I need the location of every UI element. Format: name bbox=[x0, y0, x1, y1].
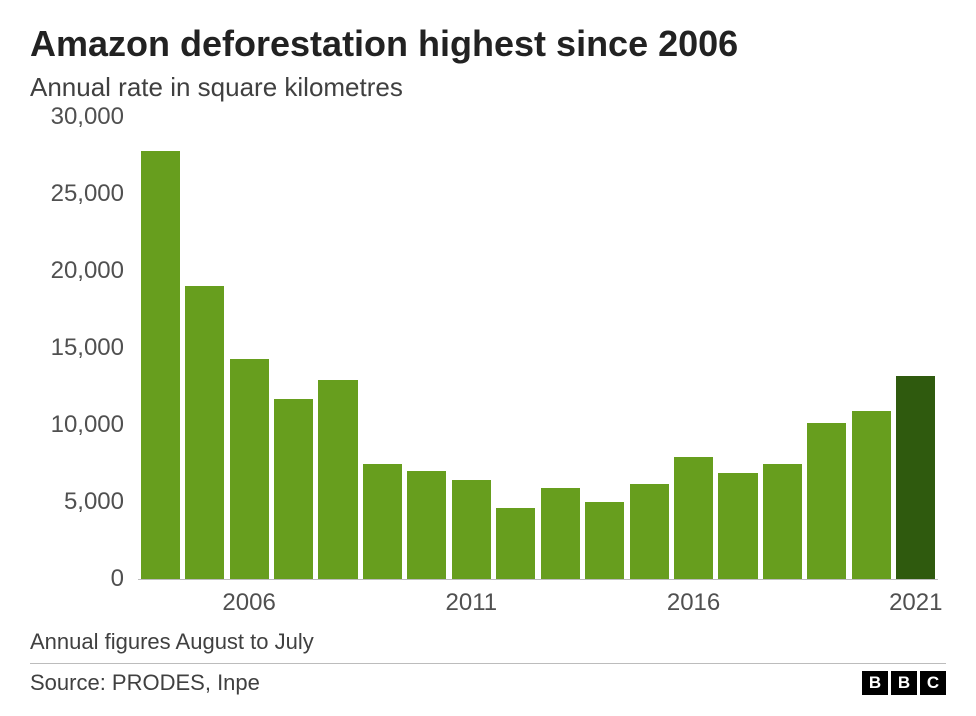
chart-footer: Source: PRODES, Inpe B B C bbox=[30, 670, 946, 696]
y-tick-label: 10,000 bbox=[30, 411, 124, 439]
y-tick-label: 0 bbox=[30, 565, 124, 593]
chart-plot-area: 05,00010,00015,00020,00025,00030,0002006… bbox=[30, 111, 946, 623]
bar bbox=[274, 399, 313, 579]
bar bbox=[141, 151, 180, 579]
bar bbox=[585, 502, 624, 579]
y-tick-label: 25,000 bbox=[30, 180, 124, 208]
bar bbox=[318, 380, 357, 579]
bar bbox=[630, 484, 669, 579]
bbc-logo-letter: C bbox=[920, 671, 946, 695]
y-tick-label: 30,000 bbox=[30, 103, 124, 131]
chart-subtitle: Annual rate in square kilometres bbox=[30, 72, 946, 103]
bar bbox=[541, 488, 580, 579]
chart-note: Annual figures August to July bbox=[30, 629, 946, 655]
y-tick-label: 5,000 bbox=[30, 488, 124, 516]
bar bbox=[185, 286, 224, 579]
x-tick-label: 2016 bbox=[667, 589, 720, 617]
x-tick-label: 2006 bbox=[222, 589, 275, 617]
y-tick-label: 15,000 bbox=[30, 334, 124, 362]
bar bbox=[763, 464, 802, 580]
bbc-logo-letter: B bbox=[862, 671, 888, 695]
x-tick-label: 2021 bbox=[889, 589, 942, 617]
bar bbox=[674, 457, 713, 579]
bar bbox=[896, 376, 935, 579]
bar bbox=[407, 471, 446, 579]
chart-source: Source: PRODES, Inpe bbox=[30, 670, 260, 696]
bar bbox=[363, 464, 402, 580]
bbc-logo-letter: B bbox=[891, 671, 917, 695]
bar bbox=[807, 423, 846, 579]
bar bbox=[230, 359, 269, 579]
chart-title: Amazon deforestation highest since 2006 bbox=[30, 24, 946, 64]
bbc-logo: B B C bbox=[862, 671, 946, 695]
x-tick-label: 2011 bbox=[446, 589, 498, 617]
bar bbox=[496, 508, 535, 579]
chart-container: Amazon deforestation highest since 2006 … bbox=[0, 0, 976, 716]
bar bbox=[718, 473, 757, 579]
bar bbox=[852, 411, 891, 579]
divider bbox=[30, 663, 946, 664]
bar bbox=[452, 480, 491, 579]
y-tick-label: 20,000 bbox=[30, 257, 124, 285]
